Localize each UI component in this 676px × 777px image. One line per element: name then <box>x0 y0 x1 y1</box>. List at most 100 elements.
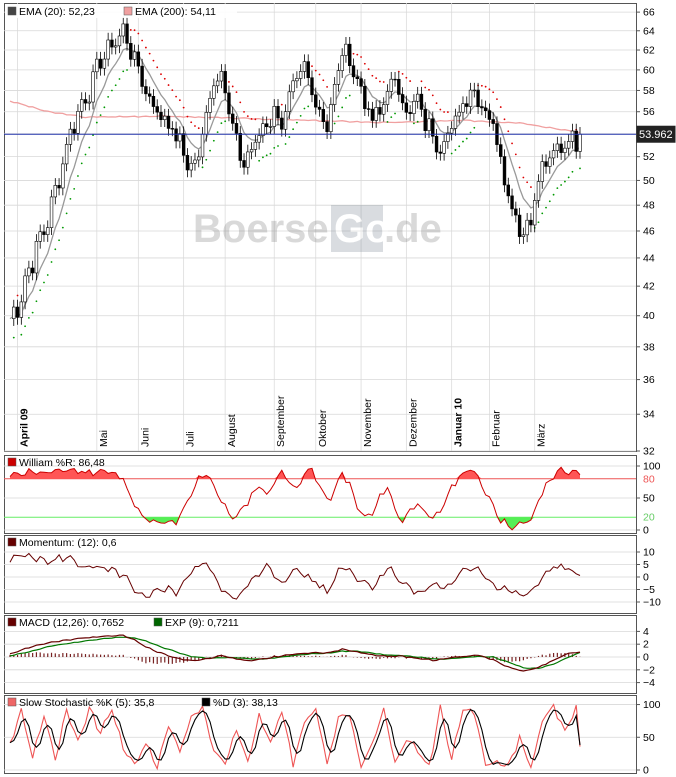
candle-body <box>98 58 103 69</box>
candle-body <box>491 119 495 124</box>
williams-line <box>9 466 581 531</box>
legend-swatch <box>201 697 211 707</box>
y-tick-label: −2 <box>643 664 655 676</box>
candle-body <box>348 43 352 66</box>
candle-body <box>525 219 529 236</box>
momentum-panel <box>4 535 637 614</box>
sar-dot <box>552 193 555 196</box>
candle-body <box>540 161 544 182</box>
sar-dot <box>435 102 438 105</box>
sar-dot <box>186 115 189 118</box>
candle-body <box>385 91 390 105</box>
sar-dot <box>450 152 453 155</box>
sar-dot <box>439 108 442 111</box>
candle-body <box>261 123 265 136</box>
month-label: Juni <box>139 428 151 447</box>
candle-body <box>189 162 193 171</box>
sar-dot <box>111 89 113 92</box>
current-value-badge <box>636 125 676 143</box>
sar-dot <box>103 106 106 109</box>
candle-body <box>87 101 91 104</box>
sar-dot <box>137 32 140 35</box>
candle-body <box>434 135 439 153</box>
sar-dot <box>182 106 185 109</box>
legend-swatch <box>123 6 133 16</box>
candle-body <box>563 147 567 153</box>
sar-dot <box>428 88 430 91</box>
chart-marks: April 09 Mai Juni Juli August September Oktobe… <box>4 4 676 777</box>
sar-dot <box>356 53 359 56</box>
macd-line <box>9 634 581 672</box>
candle-body <box>140 65 144 87</box>
month-label: April 09 <box>19 408 31 447</box>
candle-body <box>19 301 24 318</box>
candle-body <box>302 61 307 72</box>
sar-dot <box>99 114 102 117</box>
candle-body <box>163 115 167 120</box>
candle-body <box>178 133 182 142</box>
candle-body <box>238 133 242 161</box>
sar-dot <box>371 74 374 77</box>
candle-body <box>555 143 560 151</box>
sar-dot <box>390 116 393 119</box>
candle-body <box>53 185 57 198</box>
y-tick-label: 36 <box>643 374 655 386</box>
y-tick-label: 50 <box>643 493 655 505</box>
candle-body <box>544 161 548 167</box>
candle-body <box>76 111 80 134</box>
candle-body <box>446 132 450 142</box>
candle-body <box>465 103 469 107</box>
candle-body <box>38 231 42 242</box>
sar-dot <box>114 84 117 87</box>
sar-dot <box>77 175 79 177</box>
sar-dot <box>545 206 547 209</box>
candle-body <box>374 107 378 121</box>
sar-dot <box>307 105 310 108</box>
sar-dot <box>311 65 313 68</box>
candle-body <box>106 39 110 60</box>
sar-dot <box>462 140 464 143</box>
candle-body <box>548 157 552 167</box>
sar-dot <box>560 184 563 186</box>
sar-dot <box>216 131 219 133</box>
sar-dot <box>348 94 351 97</box>
candle-body <box>570 130 575 142</box>
candle-body <box>314 94 318 108</box>
watermark: Boerse Go.de <box>193 205 442 252</box>
candle-body <box>249 149 254 153</box>
candle-body <box>91 71 95 103</box>
candle-body <box>382 104 386 115</box>
sar-dot <box>197 127 200 130</box>
candle-body <box>181 133 186 156</box>
candle-body <box>559 143 563 153</box>
legend-label: EMA (20): 52,23 <box>19 6 95 18</box>
sar-dot <box>280 103 283 106</box>
sar-dot <box>95 121 98 124</box>
sar-dot <box>262 156 264 159</box>
candle-body <box>242 160 246 168</box>
sar-dot <box>465 137 468 140</box>
legend-label: Slow Stochastic %K (5): 35,8 <box>19 697 155 709</box>
candle-body <box>268 126 273 128</box>
legend-swatch <box>7 457 17 467</box>
sar-dot <box>160 73 162 76</box>
sar-dot <box>61 226 64 229</box>
sar-dot <box>16 294 19 297</box>
sar-dot <box>322 79 325 82</box>
y-tick-label: 100 <box>643 699 661 711</box>
sar-dot <box>288 136 291 138</box>
y-tick-label: −5 <box>643 584 655 596</box>
sar-dot <box>564 180 566 183</box>
sar-dot <box>405 76 408 79</box>
y-tick-label: 42 <box>643 281 655 293</box>
y-tick-label: 52 <box>643 151 655 163</box>
candle-body <box>151 96 156 107</box>
candle-body <box>412 101 416 114</box>
candle-body <box>49 196 54 228</box>
legend-swatch <box>7 617 17 627</box>
legend-label: Momentum: (12): 0,6 <box>19 537 117 549</box>
candle-body <box>415 93 420 102</box>
sar-dot <box>333 122 336 125</box>
y-tick-label: 2 <box>643 639 649 651</box>
sar-dot <box>46 274 49 276</box>
